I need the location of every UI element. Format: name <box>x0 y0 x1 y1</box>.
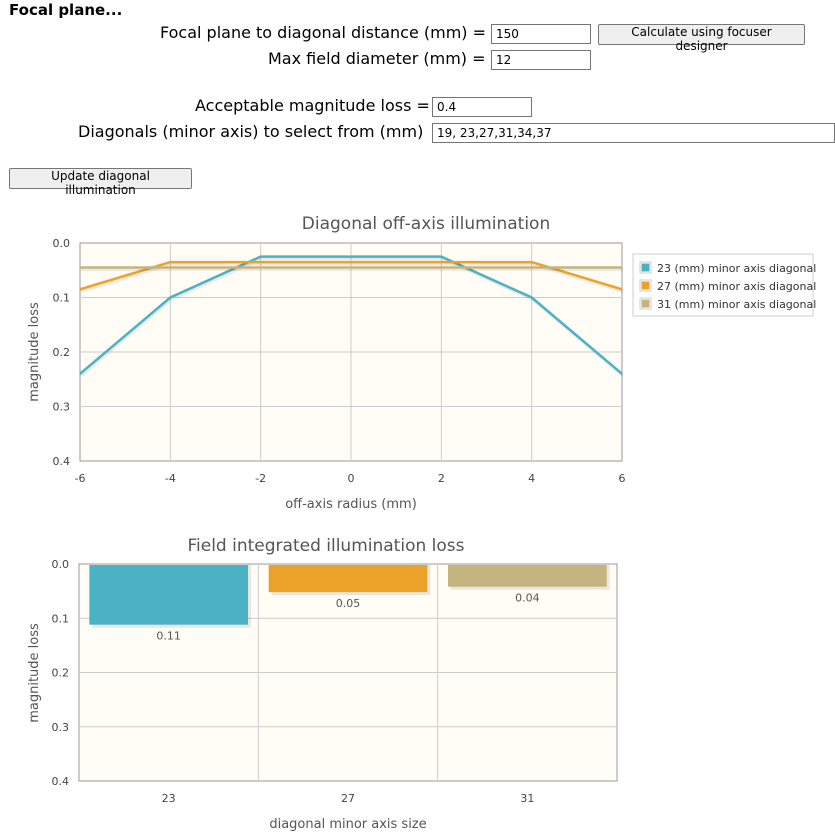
line-chart-title: Diagonal off-axis illumination <box>302 214 550 234</box>
focuser-designer-button[interactable]: Calculate using focuser designer <box>598 24 805 53</box>
line-series-shadow <box>80 262 624 293</box>
integrated-loss-chart: Field integrated illumination loss 0.11 0… <box>27 536 618 832</box>
legend-swatch <box>641 281 650 290</box>
line-series-2 <box>79 260 623 291</box>
max-field-label: Max field diameter (mm) = <box>268 49 486 68</box>
bar-y-tick-label: 0.2 <box>52 667 70 680</box>
line-y-tick-label: 0.4 <box>53 455 71 468</box>
bar-y-tick-label: 0.4 <box>52 775 70 788</box>
bar-y-tick-label: 0.1 <box>52 612 70 625</box>
line-y-tick-label: 0.0 <box>53 237 71 250</box>
legend-entry: 31 (mm) minor axis diagonal <box>657 298 816 311</box>
mag-loss-input[interactable] <box>432 97 532 117</box>
bar-x-tick-label: 27 <box>341 792 355 805</box>
bar-value-label: 0.04 <box>515 592 540 605</box>
bar-23 <box>89 565 249 625</box>
bar-chart-title: Field integrated illumination loss <box>187 536 464 556</box>
max-field-input[interactable] <box>491 50 591 70</box>
line-x-tick-label: -6 <box>75 472 86 485</box>
off-axis-illumination-chart: Diagonal off-axis illumination -6 -4 -2 0 2 4… <box>27 214 816 512</box>
line-x-tick-label: -2 <box>255 472 266 485</box>
legend-entry: 23 (mm) minor axis diagonal <box>657 262 816 275</box>
diagonals-label: Diagonals (minor axis) to select from (m… <box>78 122 424 141</box>
bar-x-tick-label: 31 <box>520 792 534 805</box>
update-illumination-button[interactable]: Update diagonal illumination <box>9 168 192 197</box>
line-x-tick-label: 2 <box>438 472 445 485</box>
bar-chart-xlabel: diagonal minor axis size <box>269 817 426 832</box>
bar-31 <box>447 565 607 587</box>
section-heading: Focal plane... <box>9 1 123 19</box>
mag-loss-label: Acceptable magnitude loss = <box>195 96 430 115</box>
line-y-tick-label: 0.1 <box>53 292 71 305</box>
bar-y-tick-label: 0.0 <box>52 558 70 571</box>
line-y-tick-label: 0.3 <box>53 401 71 414</box>
line-x-tick-label: 0 <box>348 472 355 485</box>
line-series-1 <box>79 255 623 375</box>
line-chart-xlabel: off-axis radius (mm) <box>285 497 417 512</box>
bar-chart-ylabel: magnitude loss <box>27 623 42 723</box>
bar-27 <box>268 565 428 593</box>
legend-swatch <box>641 299 650 308</box>
diagonals-input[interactable] <box>432 123 835 143</box>
line-x-tick-label: 4 <box>528 472 535 485</box>
bar-value-label: 0.11 <box>156 630 181 643</box>
bar-y-tick-label: 0.3 <box>52 721 70 734</box>
legend-swatch <box>641 263 650 272</box>
line-x-tick-label: 6 <box>619 472 626 485</box>
line-chart-ylabel: magnitude loss <box>27 302 42 402</box>
legend-entry: 27 (mm) minor axis diagonal <box>657 280 816 293</box>
line-y-tick-label: 0.2 <box>53 346 71 359</box>
line-chart-legend: 23 (mm) minor axis diagonal 27 (mm) minor… <box>632 253 816 317</box>
focal-distance-label: Focal plane to diagonal distance (mm) = <box>160 23 487 42</box>
bar-value-label: 0.05 <box>336 597 361 610</box>
line-x-tick-label: -4 <box>165 472 176 485</box>
bar-x-tick-label: 23 <box>162 792 176 805</box>
focal-distance-input[interactable] <box>491 24 591 44</box>
